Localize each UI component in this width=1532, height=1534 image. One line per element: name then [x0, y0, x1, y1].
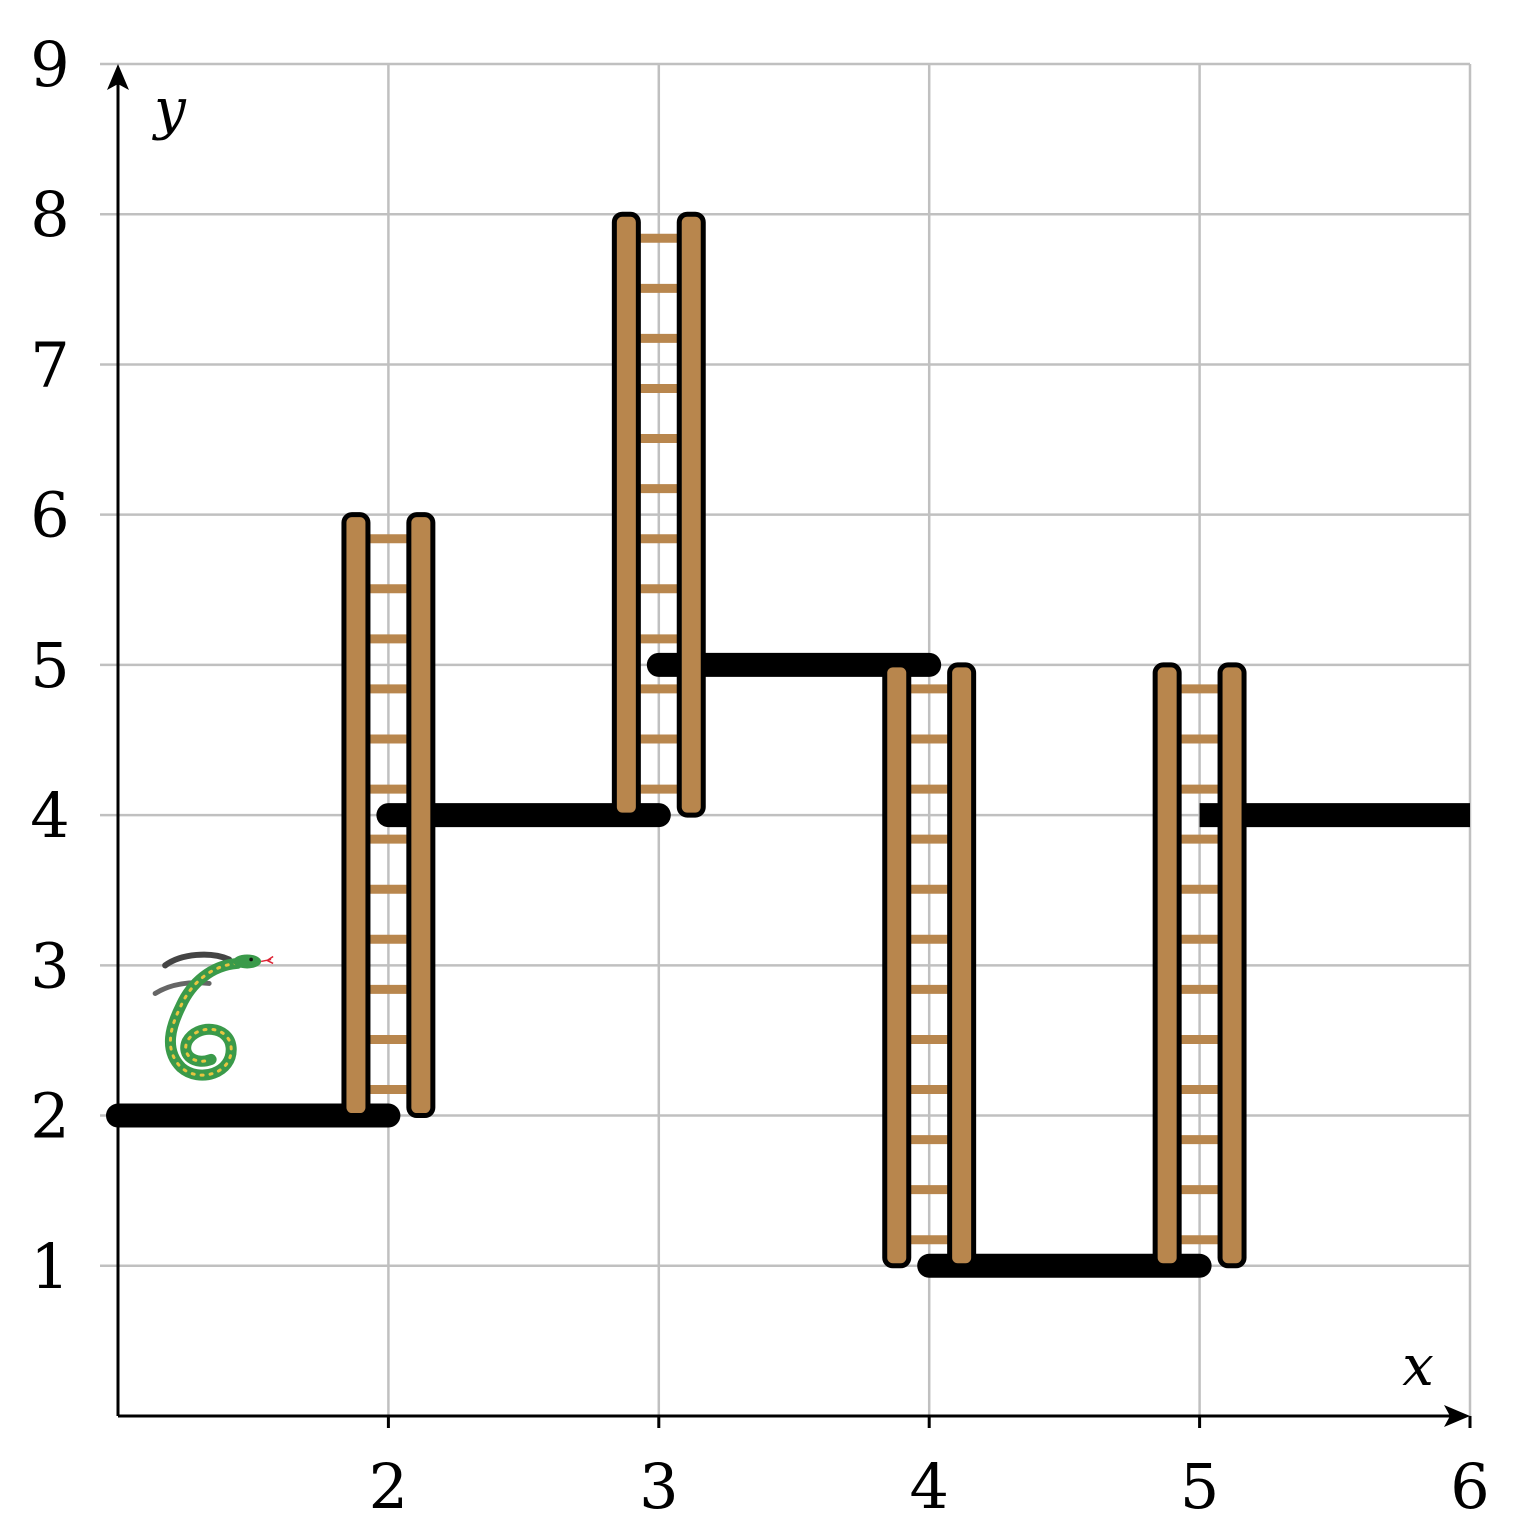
y-tick-label: 2 [30, 1080, 69, 1153]
snake-drawing [152, 951, 274, 1081]
ladder-rail [406, 512, 436, 1119]
ladder-rail [676, 211, 706, 818]
y-axis-label: y [151, 77, 187, 142]
x-tick-label: 3 [639, 1450, 678, 1523]
y-tick-label: 3 [30, 929, 69, 1002]
ladder-rail [882, 662, 912, 1269]
snake-tongue [260, 955, 274, 965]
y-tick-label: 6 [30, 479, 69, 552]
ladder-rail [947, 662, 977, 1269]
x-tick-label: 6 [1450, 1450, 1489, 1523]
snake-body [164, 957, 243, 1081]
x-tick-label: 5 [1180, 1450, 1219, 1523]
ladder-rail [1152, 662, 1182, 1269]
x-axis-arrow [1444, 1405, 1470, 1427]
ladders [341, 211, 1247, 1269]
x-tick-label: 4 [909, 1450, 948, 1523]
snake-motion-line [162, 951, 233, 969]
ladder [882, 662, 977, 1269]
x-axis-label: x [1402, 1334, 1434, 1399]
x-tick-label: 2 [369, 1450, 408, 1523]
ticks: 2 3 4 5 6 1 2 3 4 5 6 7 8 9 [30, 28, 1489, 1523]
ladder [1152, 662, 1247, 1269]
snake-eye [249, 957, 253, 962]
snake-head [233, 954, 262, 969]
ladder-rail [611, 211, 641, 818]
grid [100, 62, 1472, 1416]
y-tick-label: 7 [30, 328, 69, 401]
ladder [341, 512, 436, 1119]
y-tick-label: 5 [30, 629, 69, 702]
y-tick-label: 9 [30, 28, 69, 101]
ladder [611, 211, 706, 818]
snake-icon [152, 951, 274, 1081]
snake-spots [168, 961, 239, 1077]
ladder-rail [1217, 662, 1247, 1269]
y-tick-label: 1 [30, 1230, 69, 1303]
axes [107, 64, 1470, 1427]
ladder-rail [341, 512, 371, 1119]
y-tick-label: 8 [30, 178, 69, 251]
snake-motion-line [152, 980, 212, 996]
y-axis-arrow [107, 64, 129, 90]
y-tick-label: 4 [30, 779, 69, 852]
